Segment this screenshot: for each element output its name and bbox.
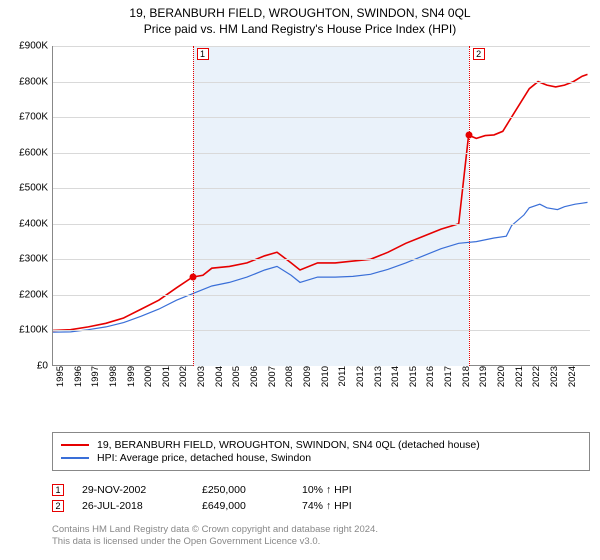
plot-region: 12 [52, 46, 590, 366]
chart-container: 19, BERANBURH FIELD, WROUGHTON, SWINDON,… [0, 0, 600, 560]
x-axis-label: 2004 [214, 366, 225, 396]
legend-label-hpi: HPI: Average price, detached house, Swin… [97, 452, 311, 464]
sale-marker-2: 2 [52, 500, 64, 512]
sale-marker-box: 1 [197, 48, 209, 60]
x-axis-label: 2012 [355, 366, 366, 396]
x-axis-label: 1995 [55, 366, 66, 396]
sale-vline [193, 46, 194, 366]
gridline-y [53, 259, 590, 260]
sale-marker-1-num: 1 [55, 485, 60, 495]
x-axis-label: 2022 [531, 366, 542, 396]
sale-row-1: 1 29-NOV-2002 £250,000 10% ↑ HPI [52, 484, 590, 496]
x-axis-label: 1997 [90, 366, 101, 396]
gridline-y [53, 46, 590, 47]
legend-swatch-property [61, 444, 89, 446]
sale-hpi-label-1: HPI [334, 484, 352, 496]
sale-marker-box: 2 [473, 48, 485, 60]
x-axis-label: 2008 [284, 366, 295, 396]
y-axis-label: £400K [0, 218, 48, 229]
x-axis-label: 2011 [337, 366, 348, 396]
x-axis-label: 2023 [549, 366, 560, 396]
x-axis-label: 1996 [73, 366, 84, 396]
legend: 19, BERANBURH FIELD, WROUGHTON, SWINDON,… [52, 432, 590, 471]
sale-marker-2-num: 2 [55, 501, 60, 511]
sale-dot [465, 132, 472, 139]
x-axis-label: 2009 [302, 366, 313, 396]
sales-table: 1 29-NOV-2002 £250,000 10% ↑ HPI 2 26-JU… [52, 480, 590, 516]
x-axis-label: 1998 [108, 366, 119, 396]
gridline-y [53, 82, 590, 83]
y-axis-label: £600K [0, 147, 48, 158]
x-axis-label: 2006 [249, 366, 260, 396]
sale-marker-1: 1 [52, 484, 64, 496]
x-axis-label: 2003 [196, 366, 207, 396]
series-property [53, 74, 588, 330]
x-axis-label: 2015 [408, 366, 419, 396]
legend-item-property: 19, BERANBURH FIELD, WROUGHTON, SWINDON,… [61, 439, 581, 451]
footnote-line-2: This data is licensed under the Open Gov… [52, 536, 378, 548]
gridline-y [53, 153, 590, 154]
title-line-1: 19, BERANBURH FIELD, WROUGHTON, SWINDON,… [0, 6, 600, 20]
sale-pct-2: 74% ↑ HPI [302, 500, 382, 512]
gridline-y [53, 295, 590, 296]
y-axis-label: £200K [0, 289, 48, 300]
sale-hpi-label-2: HPI [334, 500, 352, 512]
footnote: Contains HM Land Registry data © Crown c… [52, 524, 378, 548]
x-axis-label: 2007 [267, 366, 278, 396]
arrow-up-icon: ↑ [326, 500, 331, 512]
x-axis-label: 2014 [390, 366, 401, 396]
x-axis-label: 2002 [178, 366, 189, 396]
sale-pct-1-val: 10% [302, 484, 323, 496]
x-axis-label: 2020 [496, 366, 507, 396]
sale-price-1: £250,000 [202, 484, 302, 496]
legend-item-hpi: HPI: Average price, detached house, Swin… [61, 452, 581, 464]
sale-pct-1: 10% ↑ HPI [302, 484, 382, 496]
gridline-y [53, 330, 590, 331]
y-axis-label: £300K [0, 254, 48, 265]
y-axis-label: £900K [0, 41, 48, 52]
x-axis-label: 2016 [425, 366, 436, 396]
y-axis-label: £100K [0, 325, 48, 336]
sale-price-2: £649,000 [202, 500, 302, 512]
title-block: 19, BERANBURH FIELD, WROUGHTON, SWINDON,… [0, 0, 600, 36]
sale-vline [469, 46, 470, 366]
x-axis-label: 2018 [461, 366, 472, 396]
x-axis-label: 1999 [126, 366, 137, 396]
legend-swatch-hpi [61, 457, 89, 459]
title-line-2: Price paid vs. HM Land Registry's House … [0, 22, 600, 36]
x-axis-label: 2013 [373, 366, 384, 396]
line-series-svg [53, 46, 591, 366]
x-axis-label: 2019 [478, 366, 489, 396]
chart-area: 12 £0£100K£200K£300K£400K£500K£600K£700K… [52, 46, 590, 398]
sale-dot [189, 274, 196, 281]
y-axis-label: £500K [0, 183, 48, 194]
arrow-up-icon: ↑ [326, 484, 331, 496]
y-axis-label: £0 [0, 361, 48, 372]
x-axis-label: 2010 [320, 366, 331, 396]
sale-row-2: 2 26-JUL-2018 £649,000 74% ↑ HPI [52, 500, 590, 512]
x-axis-label: 2000 [143, 366, 154, 396]
sale-pct-2-val: 74% [302, 500, 323, 512]
footnote-line-1: Contains HM Land Registry data © Crown c… [52, 524, 378, 536]
gridline-y [53, 224, 590, 225]
y-axis-label: £700K [0, 112, 48, 123]
sale-date-2: 26-JUL-2018 [82, 500, 202, 512]
sale-date-1: 29-NOV-2002 [82, 484, 202, 496]
gridline-y [53, 188, 590, 189]
x-axis-label: 2001 [161, 366, 172, 396]
y-axis-label: £800K [0, 76, 48, 87]
x-axis-label: 2024 [567, 366, 578, 396]
legend-label-property: 19, BERANBURH FIELD, WROUGHTON, SWINDON,… [97, 439, 480, 451]
x-axis-label: 2005 [231, 366, 242, 396]
x-axis-label: 2021 [514, 366, 525, 396]
x-axis-label: 2017 [443, 366, 454, 396]
gridline-y [53, 117, 590, 118]
